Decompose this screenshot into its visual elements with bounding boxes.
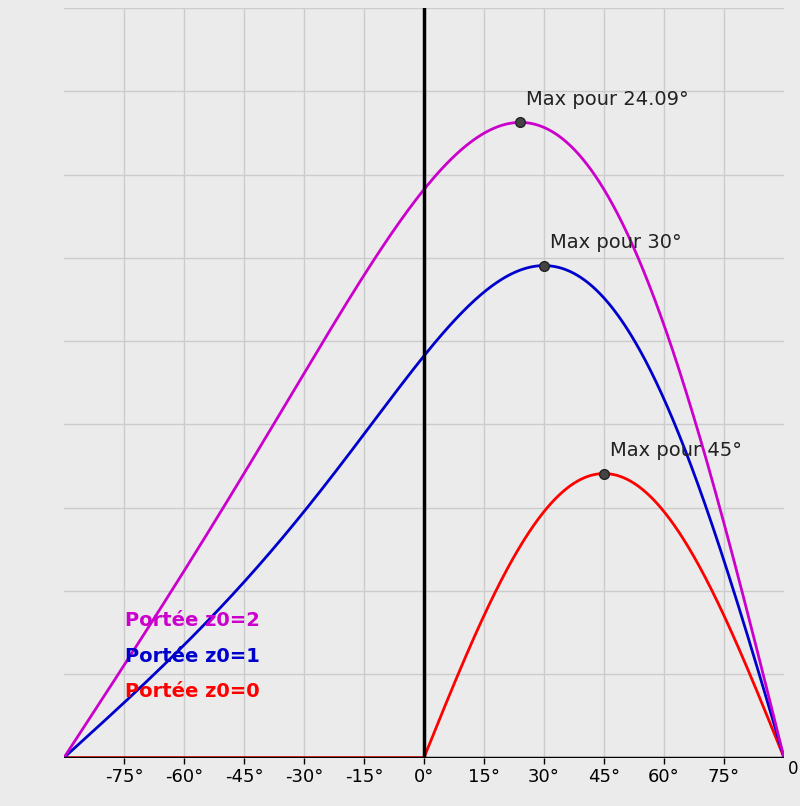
Text: 0: 0 <box>787 760 798 778</box>
Text: Portée z0=0: Portée z0=0 <box>125 682 260 701</box>
Text: Max pour 45°: Max pour 45° <box>610 441 742 460</box>
Text: Portée z0=1: Portée z0=1 <box>125 646 260 666</box>
Text: Max pour 30°: Max pour 30° <box>550 233 682 252</box>
Text: Portée z0=2: Portée z0=2 <box>125 612 260 630</box>
Text: Max pour 24.09°: Max pour 24.09° <box>526 90 689 109</box>
